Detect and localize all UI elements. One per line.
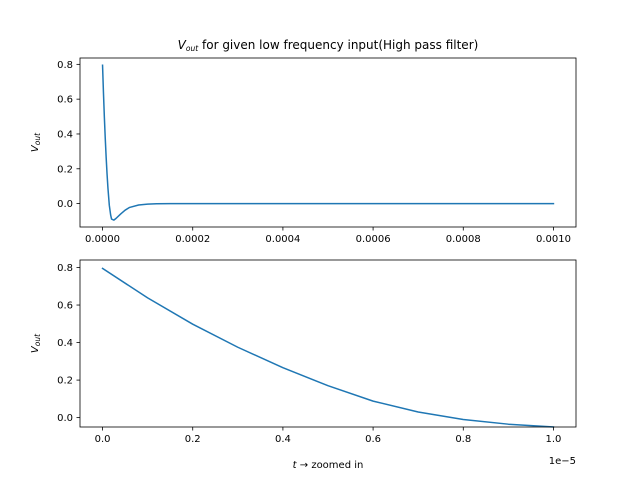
y-tick-label: 0.4 — [57, 338, 73, 349]
y-tick-label: 0.6 — [57, 301, 73, 312]
y-tick-label: 0.4 — [57, 129, 73, 140]
x-tick-label: 0.0000 — [85, 234, 120, 245]
x-tick-label: 0.6 — [365, 434, 381, 445]
x-tick-label: 0.2 — [185, 434, 201, 445]
x-tick-label: 0.0 — [95, 434, 111, 445]
x-tick-label: 0.0004 — [265, 234, 300, 245]
x-tick-label: 0.0010 — [536, 234, 571, 245]
x-axis-label: t → zoomed in — [293, 460, 364, 471]
x-tick-label: 0.0008 — [446, 234, 481, 245]
y-tick-label: 0.6 — [57, 95, 73, 106]
axes-frame — [79, 57, 577, 228]
x-tick-label: 0.0002 — [175, 234, 210, 245]
x-offset-text: 1e−5 — [549, 456, 576, 467]
x-tick-label: 1.0 — [546, 434, 562, 445]
subplot-1: 0.0000 0.0002 0.0004 0.0006 0.0008 0.0010 0.0 0… — [30, 38, 577, 245]
subplot-2: 0.0 0.2 0.4 0.6 0.8 1.0 0.0 0.2 0.4 0.6 0.8 Vout t →… — [30, 259, 577, 471]
x-tick-label: 0.8 — [455, 434, 471, 445]
x-tick-label: 0.4 — [275, 434, 291, 445]
series-line-1 — [101, 267, 555, 428]
y-tick-label: 0.8 — [57, 263, 73, 274]
y-tick-label: 0.0 — [57, 413, 73, 424]
series-line-1 — [101, 64, 555, 221]
y-tick-label: 0.0 — [57, 199, 73, 210]
y-axis-label: Vout — [30, 132, 42, 152]
y-tick-label: 0.2 — [57, 376, 73, 387]
y-tick-label: 0.2 — [57, 164, 73, 175]
y-axis-label: Vout — [30, 333, 42, 353]
axes-frame — [79, 259, 577, 428]
y-tick-label: 0.8 — [57, 60, 73, 71]
x-tick-label: 0.0006 — [356, 234, 391, 245]
chart-title: Vout for given low frequency input(High … — [178, 38, 479, 53]
